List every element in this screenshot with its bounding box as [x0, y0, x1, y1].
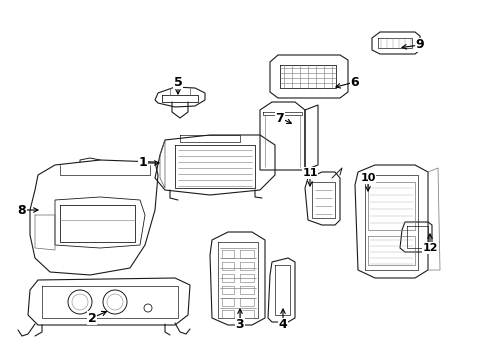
- Text: 3: 3: [235, 319, 244, 332]
- Text: 9: 9: [415, 39, 424, 51]
- Text: 5: 5: [173, 76, 182, 89]
- Text: 4: 4: [278, 319, 287, 332]
- Text: 11: 11: [302, 168, 317, 178]
- Text: 6: 6: [350, 76, 359, 89]
- Text: 10: 10: [360, 173, 375, 183]
- Text: 12: 12: [421, 243, 437, 253]
- Text: 8: 8: [18, 203, 26, 216]
- Text: 7: 7: [275, 112, 284, 125]
- Text: 1: 1: [138, 157, 147, 170]
- Text: 2: 2: [87, 311, 96, 324]
